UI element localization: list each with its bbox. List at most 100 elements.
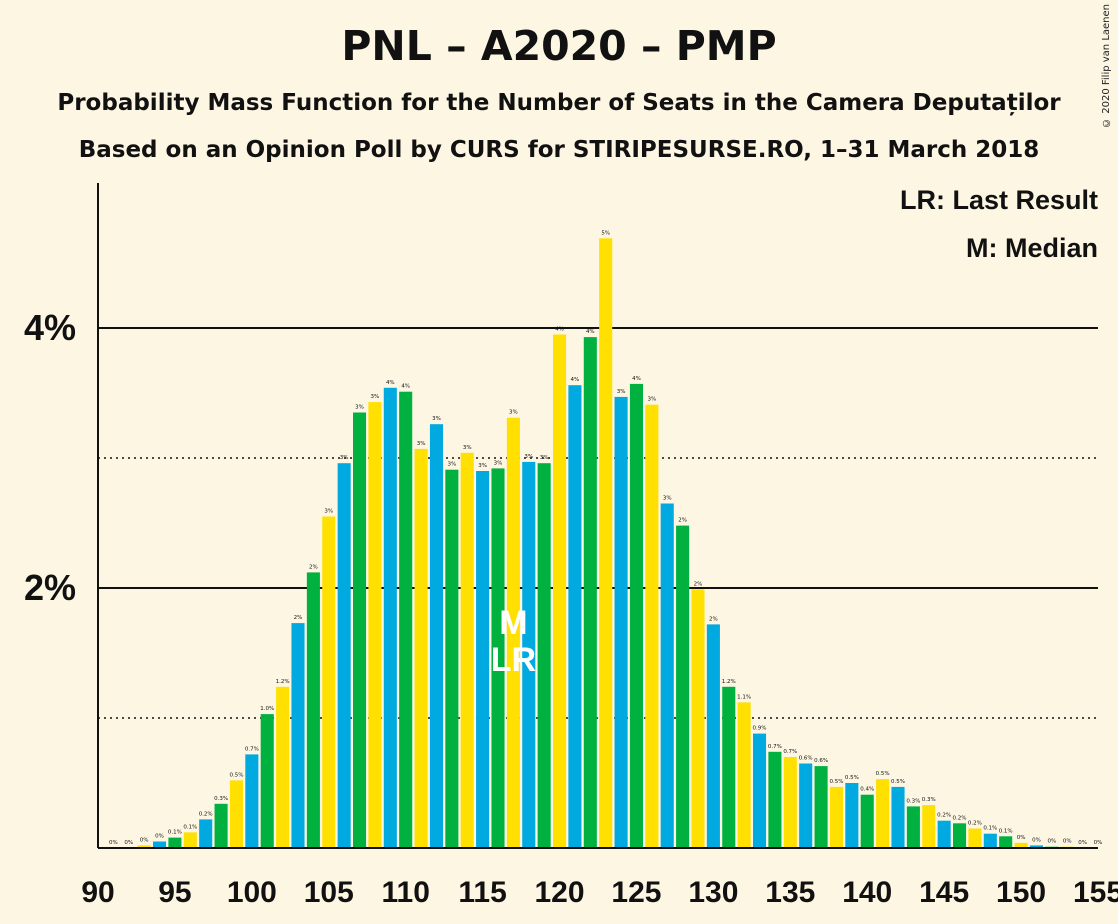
bar-seat-147 (968, 828, 982, 848)
bar-seat-130 (706, 624, 720, 848)
x-tick-label-150: 150 (996, 876, 1046, 909)
bar-seat-136 (799, 763, 813, 848)
bar-seat-111 (414, 448, 428, 848)
bar-seat-129 (691, 589, 705, 848)
bar-seat-137 (814, 766, 828, 848)
bar-seat-143 (906, 806, 920, 848)
bar-seat-113 (445, 469, 459, 848)
bar-seat-151 (1029, 845, 1043, 848)
bar-seat-95 (168, 837, 182, 848)
bar-seat-124 (614, 396, 628, 848)
chart-title: PNL – A2020 – PMP (341, 22, 777, 70)
data-label-seat-119: 3% (540, 455, 549, 461)
bar-seat-132 (737, 702, 751, 848)
x-tick-label-155: 155 (1073, 876, 1118, 909)
bar-seat-121 (568, 385, 582, 848)
data-label-seat-122: 4% (586, 329, 595, 335)
data-label-seat-131: 1.2% (722, 679, 736, 685)
data-label-seat-110: 4% (401, 384, 410, 390)
bar-seat-103 (291, 623, 305, 848)
data-label-seat-114: 3% (463, 445, 472, 451)
data-label-seat-133: 0.9% (753, 726, 767, 732)
chart-subtitle-2: Based on an Opinion Poll by CURS for STI… (78, 137, 1040, 163)
bar-seat-133 (753, 733, 767, 848)
tick-labels: 90 95 100 105 110 115 120 125 130 135 140 145 150 155… (24, 307, 1118, 909)
data-label-seat-138: 0.5% (829, 779, 843, 785)
last-result-marker: LR (491, 641, 536, 679)
bar-seat-128 (676, 525, 690, 848)
bar-seat-149 (999, 836, 1013, 848)
data-label-seat-100: 0.7% (245, 746, 259, 752)
data-label-seat-134: 0.7% (768, 744, 782, 750)
bar-seat-123 (599, 238, 613, 849)
bar-seat-142 (891, 786, 905, 848)
x-tick-label-105: 105 (304, 876, 354, 909)
data-label-seat-130: 2% (709, 616, 718, 622)
data-label-seat-105: 3% (324, 509, 333, 515)
chart-subtitle-1: Probability Mass Function for the Number… (57, 90, 1061, 116)
bar-seat-145 (937, 820, 951, 848)
data-label-seat-121: 4% (571, 377, 580, 383)
data-label-seat-147: 0.2% (968, 821, 982, 827)
bar-seat-93 (137, 845, 151, 848)
bar-seat-97 (199, 819, 213, 848)
x-tick-label-90: 90 (81, 876, 114, 909)
data-label-seat-118: 3% (524, 454, 533, 460)
bar-seat-150 (1014, 842, 1028, 848)
bar-seat-131 (722, 686, 736, 848)
bar-seat-98 (214, 803, 228, 848)
data-label-seat-132: 1.1% (737, 694, 751, 700)
data-label-seat-150: 0% (1017, 835, 1026, 841)
bar-seat-144 (922, 805, 936, 848)
data-label-seat-107: 3% (355, 405, 364, 411)
data-label-seat-152: 0% (1047, 839, 1056, 845)
bar-seat-96 (183, 832, 197, 848)
data-label-seat-128: 2% (678, 518, 687, 524)
data-label-seat-146: 0.2% (953, 815, 967, 821)
y-tick-label-4: 4% (24, 307, 76, 348)
data-label-seat-141: 0.5% (876, 771, 890, 777)
bar-seat-138 (829, 786, 843, 848)
x-tick-label-115: 115 (458, 876, 506, 909)
x-tick-label-120: 120 (535, 876, 585, 909)
y-tick-label-2: 2% (24, 567, 76, 608)
data-label-seat-123: 5% (601, 230, 610, 236)
data-label-seat-112: 3% (432, 416, 441, 422)
markers: MLR (491, 604, 536, 679)
data-label-seat-140: 0.4% (860, 787, 874, 793)
bar-seat-101 (260, 714, 274, 848)
bar-seat-146 (953, 823, 967, 848)
bar-seat-141 (876, 779, 890, 848)
bar-seat-117 (506, 417, 520, 848)
bar-seat-108 (368, 402, 382, 848)
data-label-seat-113: 3% (447, 462, 456, 468)
data-label-seat-94: 0% (155, 834, 164, 840)
data-label-seat-120: 4% (555, 327, 564, 333)
data-label-seat-104: 2% (309, 564, 318, 570)
x-tick-label-100: 100 (227, 876, 277, 909)
data-label-seat-155: 0% (1094, 840, 1103, 846)
data-label-seat-95: 0.1% (168, 830, 182, 836)
legend: LR: Last Result M: Median (900, 185, 1098, 263)
x-tick-label-145: 145 (919, 876, 969, 909)
bar-seat-125 (629, 383, 643, 848)
bar-seat-110 (399, 391, 413, 848)
x-tick-label-110: 110 (381, 876, 429, 909)
data-label-seat-92: 0% (124, 840, 133, 846)
data-label-seat-99: 0.5% (229, 772, 243, 778)
data-label-seat-127: 3% (663, 496, 672, 502)
data-label-seat-91: 0% (109, 840, 118, 846)
bars (137, 238, 1074, 849)
bar-seat-109 (383, 387, 397, 848)
x-tick-label-95: 95 (158, 876, 191, 909)
data-labels: 0% 0% 0%0%0.1%0.1%0.2%0.3%0.5%0.7%1.0%1.2%… (109, 230, 1102, 846)
axes (97, 183, 1098, 849)
bar-seat-94 (153, 841, 167, 848)
bar-seat-126 (645, 404, 659, 848)
bar-seat-114 (460, 452, 474, 848)
data-label-seat-103: 2% (294, 615, 303, 621)
data-label-seat-102: 1.2% (276, 679, 290, 685)
bar-seat-135 (783, 757, 797, 848)
data-label-seat-126: 3% (647, 397, 656, 403)
